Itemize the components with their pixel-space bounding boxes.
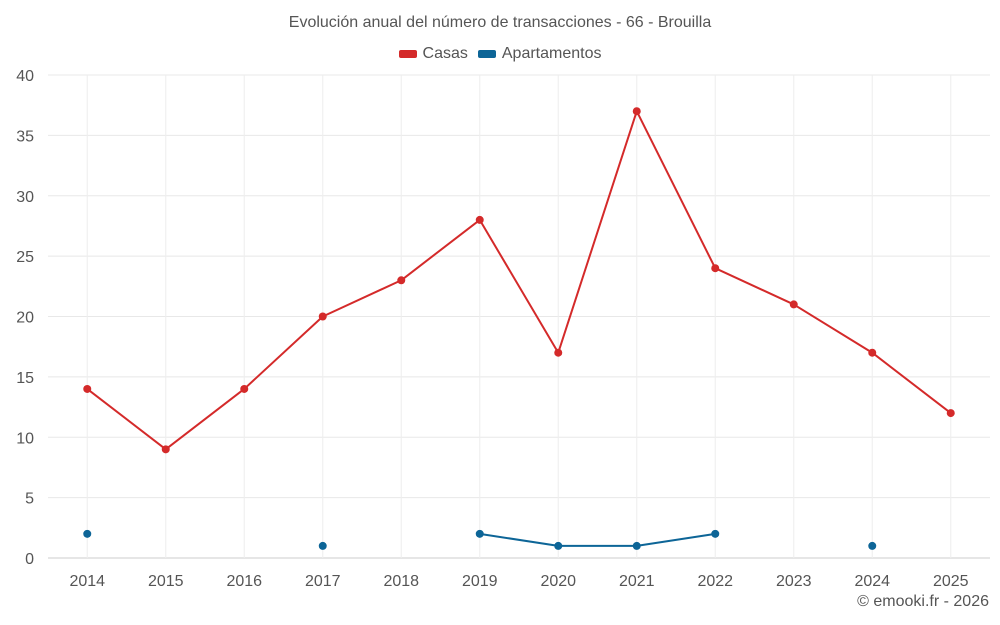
y-tick-label: 20 [16, 310, 34, 327]
series-line-casas [871, 351, 952, 415]
legend-swatch-apartamentos [477, 50, 496, 58]
series-line-casas [714, 267, 795, 306]
series-line-casas [400, 218, 481, 282]
x-tick-label: 2018 [383, 573, 419, 590]
legend-item-casas[interactable]: Casas [398, 45, 468, 63]
y-tick-label: 10 [16, 430, 34, 447]
data-point-casas[interactable] [318, 312, 327, 321]
x-tick-label: 2021 [619, 573, 655, 590]
data-point-casas[interactable] [397, 276, 406, 285]
x-tick-label: 2014 [69, 573, 105, 590]
x-tick-label: 2016 [226, 573, 262, 590]
data-point-casas[interactable] [868, 348, 877, 357]
x-tick-label: 2024 [854, 573, 890, 590]
legend-label-apartamentos: Apartamentos [501, 45, 602, 62]
x-tick-label: 2025 [933, 573, 969, 590]
series-line-apartamentos [478, 532, 560, 547]
y-tick-label: 15 [16, 370, 34, 387]
series-line-casas [321, 279, 403, 318]
data-point-apartamentos[interactable] [632, 541, 641, 550]
data-point-casas[interactable] [554, 348, 563, 357]
data-point-casas[interactable] [946, 409, 955, 418]
y-tick-label: 0 [25, 551, 34, 568]
legend-swatch-casas [398, 50, 417, 58]
series-line-casas [792, 303, 874, 354]
copyright-credit: © emooki.fr - 2026 [857, 593, 989, 610]
data-point-casas[interactable] [475, 215, 484, 224]
x-tick-label: 2020 [540, 573, 576, 590]
series-line-apartamentos [635, 532, 717, 547]
y-tick-label: 35 [16, 128, 34, 145]
series [83, 107, 955, 550]
y-tick-label: 25 [16, 249, 34, 266]
series-line-casas [86, 387, 167, 451]
legend-item-apartamentos[interactable]: Apartamentos [477, 45, 602, 63]
series-line-casas [478, 218, 560, 354]
x-tick-label: 2019 [462, 573, 498, 590]
chart-title: Evolución anual del número de transaccio… [288, 14, 712, 31]
data-point-apartamentos[interactable] [554, 541, 563, 550]
series-line-casas [635, 110, 717, 270]
x-tick-label: 2023 [776, 573, 812, 590]
series-line-casas [557, 110, 638, 354]
y-tick-label: 30 [16, 189, 34, 206]
series-line-casas [164, 387, 246, 451]
data-point-apartamentos[interactable] [83, 529, 92, 538]
data-point-casas[interactable] [789, 300, 798, 309]
y-tick-label: 5 [25, 491, 34, 508]
data-point-casas[interactable] [632, 107, 641, 116]
data-point-casas[interactable] [240, 384, 249, 393]
x-tick-label: 2015 [148, 573, 184, 590]
legend: Casas Apartamentos [0, 45, 1000, 63]
data-point-casas[interactable] [83, 384, 92, 393]
data-point-apartamentos[interactable] [868, 541, 877, 550]
data-point-apartamentos[interactable] [475, 529, 484, 538]
legend-label-casas: Casas [422, 45, 468, 62]
series-apartamentos [83, 529, 877, 550]
x-tick-label: 2022 [697, 573, 733, 590]
data-point-apartamentos[interactable] [711, 529, 720, 538]
x-tick-label: 2017 [305, 573, 341, 590]
series-casas [83, 107, 955, 454]
y-tick-label: 40 [16, 68, 34, 85]
data-point-casas[interactable] [711, 264, 720, 273]
series-line-casas [243, 315, 324, 390]
grid [48, 74, 990, 559]
data-point-casas[interactable] [161, 445, 170, 454]
data-point-apartamentos[interactable] [318, 541, 327, 550]
